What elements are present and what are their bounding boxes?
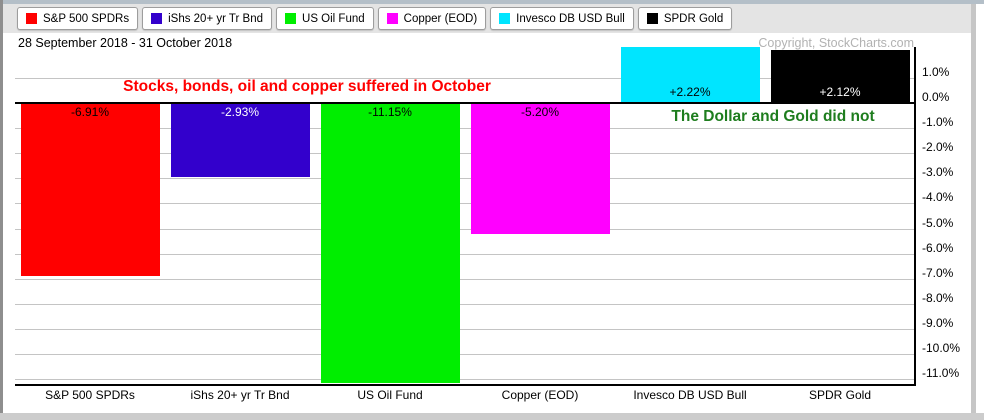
gridline--5.0% bbox=[15, 228, 915, 230]
bar-spdr-gold[interactable] bbox=[770, 49, 910, 103]
bar-value-label-ishs-20-yr-tr-bnd: -2.93% bbox=[220, 105, 260, 119]
legend-button-label: US Oil Fund bbox=[302, 12, 365, 25]
gridline--10.0% bbox=[15, 354, 915, 355]
bar-us-oil-fund[interactable] bbox=[320, 103, 460, 383]
plot-bottom-border bbox=[15, 384, 916, 386]
gridline--4.0% bbox=[15, 203, 915, 205]
window-right-border bbox=[971, 4, 976, 413]
gridline--2.0% bbox=[15, 153, 915, 155]
x-axis-label-us-oil-fund: US Oil Fund bbox=[357, 388, 423, 402]
x-axis-label-copper-eod: Copper (EOD) bbox=[501, 388, 579, 402]
gridline--3.0% bbox=[15, 178, 915, 180]
y-axis-tick-label: -8.0% bbox=[922, 290, 954, 305]
legend-bar: S&P 500 SPDRs iShs 20+ yr Tr Bnd US Oil Fu… bbox=[3, 4, 971, 33]
y-axis-tick-label: -2.0% bbox=[922, 140, 954, 155]
copyright-label: Copyright, StockCharts.com bbox=[758, 36, 914, 50]
s-p-500-spdrs-swatch-icon bbox=[26, 13, 37, 24]
invesco-db-usd-bull-swatch-icon bbox=[499, 13, 511, 24]
legend-button-label: Copper (EOD) bbox=[403, 12, 478, 25]
legend-button-label: SPDR Gold bbox=[663, 12, 724, 25]
y-axis-tick-label: 0.0% bbox=[922, 90, 950, 104]
bar-ishs-20-yr-tr-bnd[interactable] bbox=[170, 103, 310, 177]
gridline-1.0% bbox=[15, 77, 915, 79]
y-axis-tick-label: 1.0% bbox=[922, 64, 950, 79]
gridline--7.0% bbox=[15, 278, 915, 280]
bar-value-label-s-p-500-spdrs: -6.91% bbox=[70, 105, 110, 119]
spdr-gold-swatch-icon bbox=[646, 13, 658, 24]
y-axis-tick-label: -7.0% bbox=[922, 265, 954, 280]
x-axis-label-spdr-gold: SPDR Gold bbox=[808, 388, 872, 402]
bar-s-p-500-spdrs[interactable] bbox=[20, 103, 160, 277]
y-axis-tick-label: -10.0% bbox=[922, 341, 961, 355]
y-axis-tick-label: -11.0% bbox=[922, 366, 960, 381]
legend-button-spdr-gold[interactable]: SPDR Gold bbox=[637, 7, 733, 30]
legend-button-label: S&P 500 SPDRs bbox=[43, 12, 130, 25]
date-range-label: 28 September 2018 - 31 October 2018 bbox=[18, 36, 233, 50]
us-oil-fund-swatch-icon bbox=[285, 13, 297, 24]
y-axis-tick-label: -4.0% bbox=[922, 190, 954, 205]
bar-value-label-us-oil-fund: -11.15% bbox=[368, 105, 412, 119]
legend-button-label: iShs 20+ yr Tr Bnd bbox=[168, 12, 264, 25]
y-axis-line bbox=[914, 47, 916, 386]
gridline--9.0% bbox=[15, 328, 915, 330]
gridline--8.0% bbox=[15, 303, 915, 305]
bar-value-label-invesco-db-usd-bull: +2.22% bbox=[669, 85, 711, 99]
gridline--11.0% bbox=[15, 379, 915, 381]
gridline--6.0% bbox=[15, 253, 915, 255]
window-top-border bbox=[0, 0, 984, 4]
copper-eod-swatch-icon bbox=[386, 13, 398, 24]
legend-button-s-p-500-spdrs[interactable]: S&P 500 SPDRs bbox=[17, 7, 139, 30]
legend-button-copper-eod[interactable]: Copper (EOD) bbox=[377, 7, 487, 30]
y-axis-tick-label: -6.0% bbox=[922, 240, 954, 255]
x-axis-label-invesco-db-usd-bull: Invesco DB USD Bull bbox=[633, 388, 747, 402]
window-bottom-border bbox=[0, 413, 984, 420]
window-left-border bbox=[0, 0, 3, 413]
legend-button-us-oil-fund[interactable]: US Oil Fund bbox=[276, 7, 374, 30]
annotation-dollar-gold: The Dollar and Gold did not bbox=[671, 108, 875, 125]
ishs-20-yr-tr-bnd-swatch-icon bbox=[151, 13, 163, 24]
annotation-stocks-suffered: Stocks, bonds, oil and copper suffered i… bbox=[123, 78, 491, 95]
bar-copper-eod[interactable] bbox=[470, 103, 610, 234]
y-axis-tick-label: -3.0% bbox=[922, 165, 954, 180]
zero-baseline bbox=[15, 102, 915, 104]
legend-button-invesco-db-usd-bull[interactable]: Invesco DB USD Bull bbox=[490, 7, 634, 30]
y-axis-tick-label: -5.0% bbox=[922, 215, 954, 230]
bar-invesco-db-usd-bull[interactable] bbox=[620, 47, 760, 103]
y-axis-tick-label: -1.0% bbox=[922, 115, 954, 130]
legend-button-ishs-20-yr-tr-bnd[interactable]: iShs 20+ yr Tr Bnd bbox=[142, 7, 273, 30]
legend-button-label: Invesco DB USD Bull bbox=[516, 12, 625, 25]
x-axis-label-ishs-20-yr-tr-bnd: iShs 20+ yr Tr Bnd bbox=[190, 388, 290, 402]
bar-value-label-spdr-gold: +2.12% bbox=[819, 85, 861, 99]
gridline--1.0% bbox=[15, 128, 915, 130]
bar-value-label-copper-eod: -5.20% bbox=[520, 105, 560, 119]
y-axis-tick-label: -9.0% bbox=[922, 315, 954, 330]
x-axis-label-s-p-500-spdrs: S&P 500 SPDRs bbox=[45, 388, 135, 402]
